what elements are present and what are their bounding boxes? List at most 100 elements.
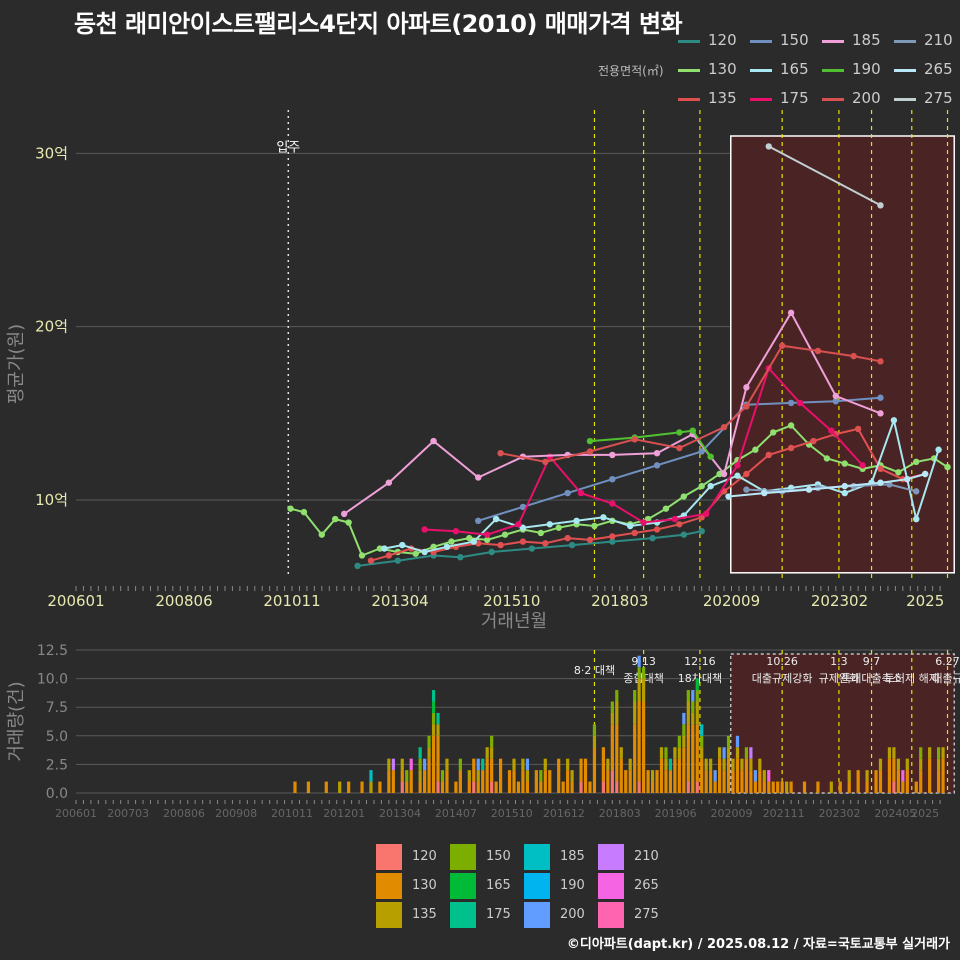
bar-segment-130 bbox=[516, 781, 521, 793]
legend-item-190: 190 bbox=[822, 57, 902, 83]
bar-legend-label: 135 bbox=[412, 907, 437, 922]
x-tick-label: 200806 bbox=[155, 592, 212, 610]
bar-segment-135 bbox=[700, 747, 704, 759]
bar-segment-120 bbox=[400, 781, 404, 793]
legend-item-265: 265 bbox=[894, 57, 960, 83]
data-point-200 bbox=[743, 403, 750, 410]
bar-segment-130 bbox=[740, 770, 744, 793]
bar-segment-130 bbox=[512, 770, 516, 793]
bar-segment-175 bbox=[668, 758, 673, 771]
bar-segment-135 bbox=[731, 758, 735, 771]
data-point-150 bbox=[653, 462, 661, 469]
bar-segment-130 bbox=[454, 781, 458, 793]
data-point-135 bbox=[653, 526, 661, 533]
legend-label: 190 bbox=[852, 60, 881, 78]
bar-segment-135 bbox=[726, 747, 731, 759]
data-point-200 bbox=[720, 424, 728, 431]
data-point-200 bbox=[676, 444, 683, 452]
data-point-200 bbox=[497, 450, 504, 457]
footer-credit: ©디아파트(dapt.kr) / 2025.08.12 / 자료=국토교통부 실… bbox=[566, 937, 950, 952]
bar-segment-130 bbox=[905, 770, 909, 793]
data-point-185 bbox=[743, 384, 750, 391]
bar-segment-130 bbox=[485, 758, 489, 793]
bar-segment-210 bbox=[391, 758, 395, 771]
bar-segment-130 bbox=[400, 770, 404, 782]
data-point-130 bbox=[895, 469, 902, 476]
bar-segment-130 bbox=[476, 781, 480, 793]
data-point-175 bbox=[609, 500, 616, 507]
bar-segment-135 bbox=[941, 747, 945, 759]
data-point-120 bbox=[649, 534, 656, 542]
bar-segment-130 bbox=[543, 770, 547, 793]
data-point-130 bbox=[787, 422, 795, 429]
legend-label: 275 bbox=[924, 89, 953, 107]
data-point-185 bbox=[475, 474, 482, 481]
data-point-130 bbox=[644, 515, 652, 523]
bar-segment-120 bbox=[615, 781, 619, 793]
bar-x-tick-label: 201510 bbox=[491, 807, 533, 820]
data-point-130 bbox=[448, 538, 455, 545]
bar-x-tick-label: 202111 bbox=[763, 807, 805, 820]
legend-title: 전용면적(㎡) bbox=[598, 64, 664, 78]
legend-label: 210 bbox=[924, 31, 953, 49]
bar-segment-150 bbox=[615, 690, 619, 702]
bar-segment-165 bbox=[695, 678, 699, 691]
bar-segment-200 bbox=[423, 758, 427, 771]
data-point-130 bbox=[537, 529, 545, 537]
bar-segment-135 bbox=[637, 678, 641, 702]
bar-segment-200 bbox=[637, 655, 641, 668]
series-line-150 bbox=[477, 396, 881, 522]
bar-segment-200 bbox=[713, 770, 717, 782]
bar-segment-135 bbox=[525, 770, 530, 782]
legend-item-200: 200 bbox=[822, 86, 902, 112]
legend-item-150: 150 bbox=[750, 28, 830, 54]
data-point-120 bbox=[680, 531, 688, 538]
bar-segment-130 bbox=[695, 724, 699, 782]
bar-segment-130 bbox=[525, 781, 530, 793]
policy-label-detail: 18차대책 bbox=[678, 672, 722, 685]
policy-label-detail: 토허제 해제 bbox=[885, 671, 939, 685]
legend-item-275: 275 bbox=[894, 86, 960, 112]
bar-segment-130 bbox=[709, 770, 713, 793]
data-point-130 bbox=[591, 522, 598, 530]
data-point-200 bbox=[877, 358, 884, 365]
bar-segment-130 bbox=[901, 781, 905, 793]
data-point-130 bbox=[300, 508, 308, 516]
bar-segment-130 bbox=[306, 781, 311, 793]
bar-segment-130 bbox=[726, 758, 731, 793]
legend-label: 175 bbox=[780, 89, 809, 107]
bar-segment-150 bbox=[744, 747, 749, 759]
bar-segment-135 bbox=[735, 747, 740, 759]
bar-segment-165 bbox=[431, 701, 436, 713]
data-point-165 bbox=[421, 548, 428, 556]
bar-segment-135 bbox=[467, 770, 471, 782]
data-point-135 bbox=[367, 557, 375, 564]
legend-item-130: 130 bbox=[678, 57, 758, 83]
data-point-200 bbox=[542, 458, 549, 466]
data-point-175 bbox=[421, 526, 428, 533]
data-point-150 bbox=[564, 489, 571, 497]
legend-label: 200 bbox=[852, 89, 881, 107]
policy-label: 9.7 bbox=[863, 655, 881, 668]
data-point-200 bbox=[778, 342, 786, 349]
data-point-175 bbox=[702, 510, 710, 518]
bar-segment-265 bbox=[767, 770, 771, 782]
bar-segment-120 bbox=[686, 781, 690, 793]
bar-segment-135 bbox=[485, 747, 489, 759]
bar-segment-150 bbox=[490, 735, 494, 748]
bar-segment-265 bbox=[409, 758, 413, 771]
move-in-label: 입주 bbox=[276, 140, 300, 155]
data-point-135 bbox=[743, 470, 750, 478]
data-point-135 bbox=[519, 538, 527, 545]
bar-segment-135 bbox=[758, 758, 762, 771]
bar-y-tick-label: 10.0 bbox=[37, 672, 68, 688]
bar-segment-130 bbox=[731, 770, 735, 793]
data-point-175 bbox=[577, 489, 585, 497]
bar-segment-150 bbox=[642, 667, 646, 679]
data-point-165 bbox=[734, 472, 741, 479]
data-point-130 bbox=[345, 519, 352, 526]
legend-swatch bbox=[894, 69, 916, 72]
bar-segment-150 bbox=[610, 701, 614, 713]
y-tick-label: 20억 bbox=[35, 318, 68, 336]
